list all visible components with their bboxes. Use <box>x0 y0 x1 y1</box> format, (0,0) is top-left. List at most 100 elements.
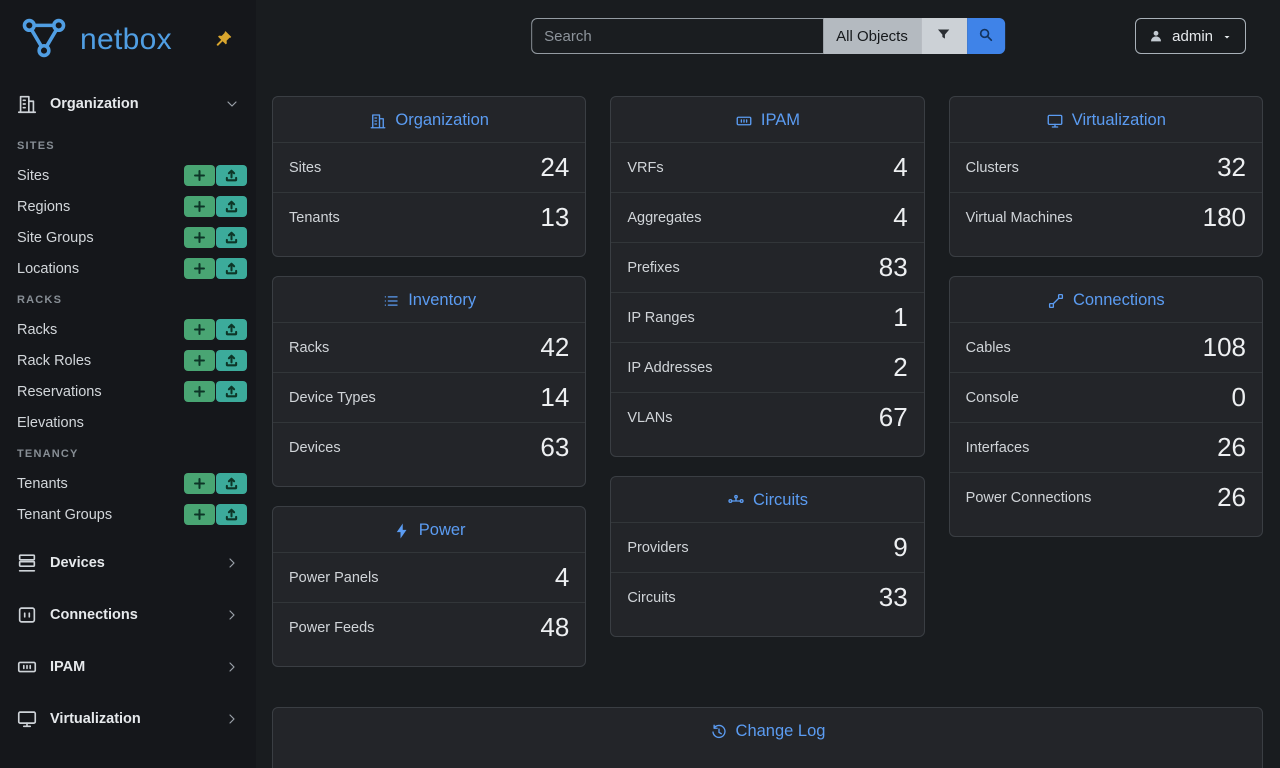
sidebar-link[interactable]: Reservations <box>17 383 102 400</box>
sidebar-link[interactable]: Racks <box>17 321 58 338</box>
chevron-down-icon <box>224 96 240 112</box>
main-area: All Objects admin <box>256 0 1280 768</box>
import-button[interactable] <box>216 319 247 340</box>
add-button[interactable] <box>184 258 215 279</box>
sidebar-link[interactable]: Sites <box>17 167 50 184</box>
stat-row: IP Ranges 1 <box>611 292 924 342</box>
stat-value: 180 <box>1202 202 1246 232</box>
netbox-logo-icon <box>18 17 70 64</box>
sidebar: netbox Organization SITES Sites <box>0 0 256 768</box>
add-button[interactable] <box>184 350 215 371</box>
stat-label[interactable]: Clusters <box>965 159 1019 176</box>
sidebar-item-sites: Sites <box>0 160 256 191</box>
stat-label[interactable]: VLANs <box>627 409 673 426</box>
stat-label[interactable]: Power Panels <box>289 569 379 586</box>
stat-label[interactable]: IP Addresses <box>627 359 713 376</box>
sidebar-group-heading: SITES <box>17 140 55 152</box>
stat-row: Cables 108 <box>949 322 1262 372</box>
import-button[interactable] <box>216 473 247 494</box>
stat-label[interactable]: Virtual Machines <box>965 209 1073 226</box>
search-scope-button[interactable]: All Objects <box>823 18 921 54</box>
search-input[interactable] <box>531 18 824 54</box>
sidebar-link[interactable]: Elevations <box>17 414 84 431</box>
sidebar-item-label: Connections <box>50 607 138 623</box>
sidebar-item-devices[interactable]: Devices <box>0 537 256 589</box>
card-title: Organization <box>395 111 489 129</box>
stat-row: Power Feeds 48 <box>273 602 586 652</box>
add-button[interactable] <box>184 319 215 340</box>
search-submit-button[interactable] <box>966 18 1005 54</box>
search-icon <box>977 26 994 46</box>
netbox-logo[interactable]: netbox <box>0 0 256 78</box>
sidebar-item-tenant-groups: Tenant Groups <box>0 499 256 530</box>
card-header: IPAM <box>611 97 923 142</box>
stat-label[interactable]: Aggregates <box>627 209 702 226</box>
stat-value: 9 <box>893 532 908 562</box>
import-button[interactable] <box>216 165 247 186</box>
import-button[interactable] <box>216 381 247 402</box>
sidebar-item-ipam[interactable]: IPAM <box>0 641 256 693</box>
card-header: Organization <box>273 97 585 142</box>
sidebar-link[interactable]: Tenant Groups <box>17 506 113 523</box>
add-button[interactable] <box>184 165 215 186</box>
add-button[interactable] <box>184 227 215 248</box>
stat-row: VRFs 4 <box>611 142 924 192</box>
stat-label[interactable]: Devices <box>289 439 341 456</box>
stat-label[interactable]: Racks <box>289 339 330 356</box>
stat-value: 14 <box>540 382 570 412</box>
chevron-right-icon <box>224 659 240 675</box>
add-button[interactable] <box>184 381 215 402</box>
stat-label[interactable]: Sites <box>289 159 322 176</box>
stat-label[interactable]: Power Feeds <box>289 619 375 636</box>
stat-label[interactable]: Interfaces <box>965 439 1030 456</box>
sidebar-item-elevations: Elevations <box>0 407 256 438</box>
card-circuits: Circuits Providers 9 Circuits 33 <box>610 476 925 637</box>
stat-label[interactable]: Prefixes <box>627 259 680 276</box>
stat-label[interactable]: Device Types <box>289 389 376 406</box>
stat-value: 63 <box>540 432 570 462</box>
stat-label[interactable]: Power Connections <box>965 489 1092 506</box>
stat-label[interactable]: IP Ranges <box>627 309 695 326</box>
stat-label[interactable]: Circuits <box>627 589 676 606</box>
import-button[interactable] <box>216 350 247 371</box>
sidebar-item-racks: Racks <box>0 314 256 345</box>
card-ipam: IPAM VRFs 4 Aggregates 4 Prefixes 83 <box>610 96 925 457</box>
virtualization-icon <box>1046 112 1064 130</box>
sidebar-link[interactable]: Site Groups <box>17 229 94 246</box>
stat-label[interactable]: Tenants <box>289 209 340 226</box>
user-menu-button[interactable]: admin <box>1135 18 1246 54</box>
add-button[interactable] <box>184 504 215 525</box>
sidebar-link[interactable]: Rack Roles <box>17 352 92 369</box>
sidebar-item-label: IPAM <box>50 659 86 675</box>
filter-icon <box>935 26 952 46</box>
card-header: Virtualization <box>950 97 1262 142</box>
sidebar-link[interactable]: Tenants <box>17 475 68 492</box>
add-button[interactable] <box>184 196 215 217</box>
sidebar-item-label: Devices <box>50 555 105 571</box>
sidebar-item-connections[interactable]: Connections <box>0 589 256 641</box>
stat-value: 26 <box>1217 432 1246 462</box>
sidebar-link[interactable]: Regions <box>17 198 71 215</box>
stat-value: 4 <box>554 562 570 592</box>
filter-button[interactable] <box>920 18 967 54</box>
stat-value: 24 <box>540 152 570 182</box>
import-button[interactable] <box>216 227 247 248</box>
sidebar-item-organization[interactable]: Organization <box>0 78 256 130</box>
stat-label[interactable]: Providers <box>627 539 689 556</box>
import-button[interactable] <box>216 196 247 217</box>
organization-icon <box>369 112 387 130</box>
import-button[interactable] <box>216 504 247 525</box>
stat-row: Device Types 14 <box>273 372 586 422</box>
add-button[interactable] <box>184 473 215 494</box>
card-title: Power <box>418 521 466 539</box>
global-search: All Objects <box>531 18 1005 54</box>
pin-sidebar-icon[interactable] <box>212 28 234 50</box>
sidebar-item-virtualization[interactable]: Virtualization <box>0 693 256 745</box>
sidebar-item-tenants: Tenants <box>0 468 256 499</box>
stat-label[interactable]: Console <box>965 389 1019 406</box>
sidebar-link[interactable]: Locations <box>17 260 80 277</box>
stat-label[interactable]: VRFs <box>627 159 664 176</box>
import-button[interactable] <box>216 258 247 279</box>
stat-label[interactable]: Cables <box>965 339 1011 356</box>
user-icon <box>1148 28 1164 44</box>
